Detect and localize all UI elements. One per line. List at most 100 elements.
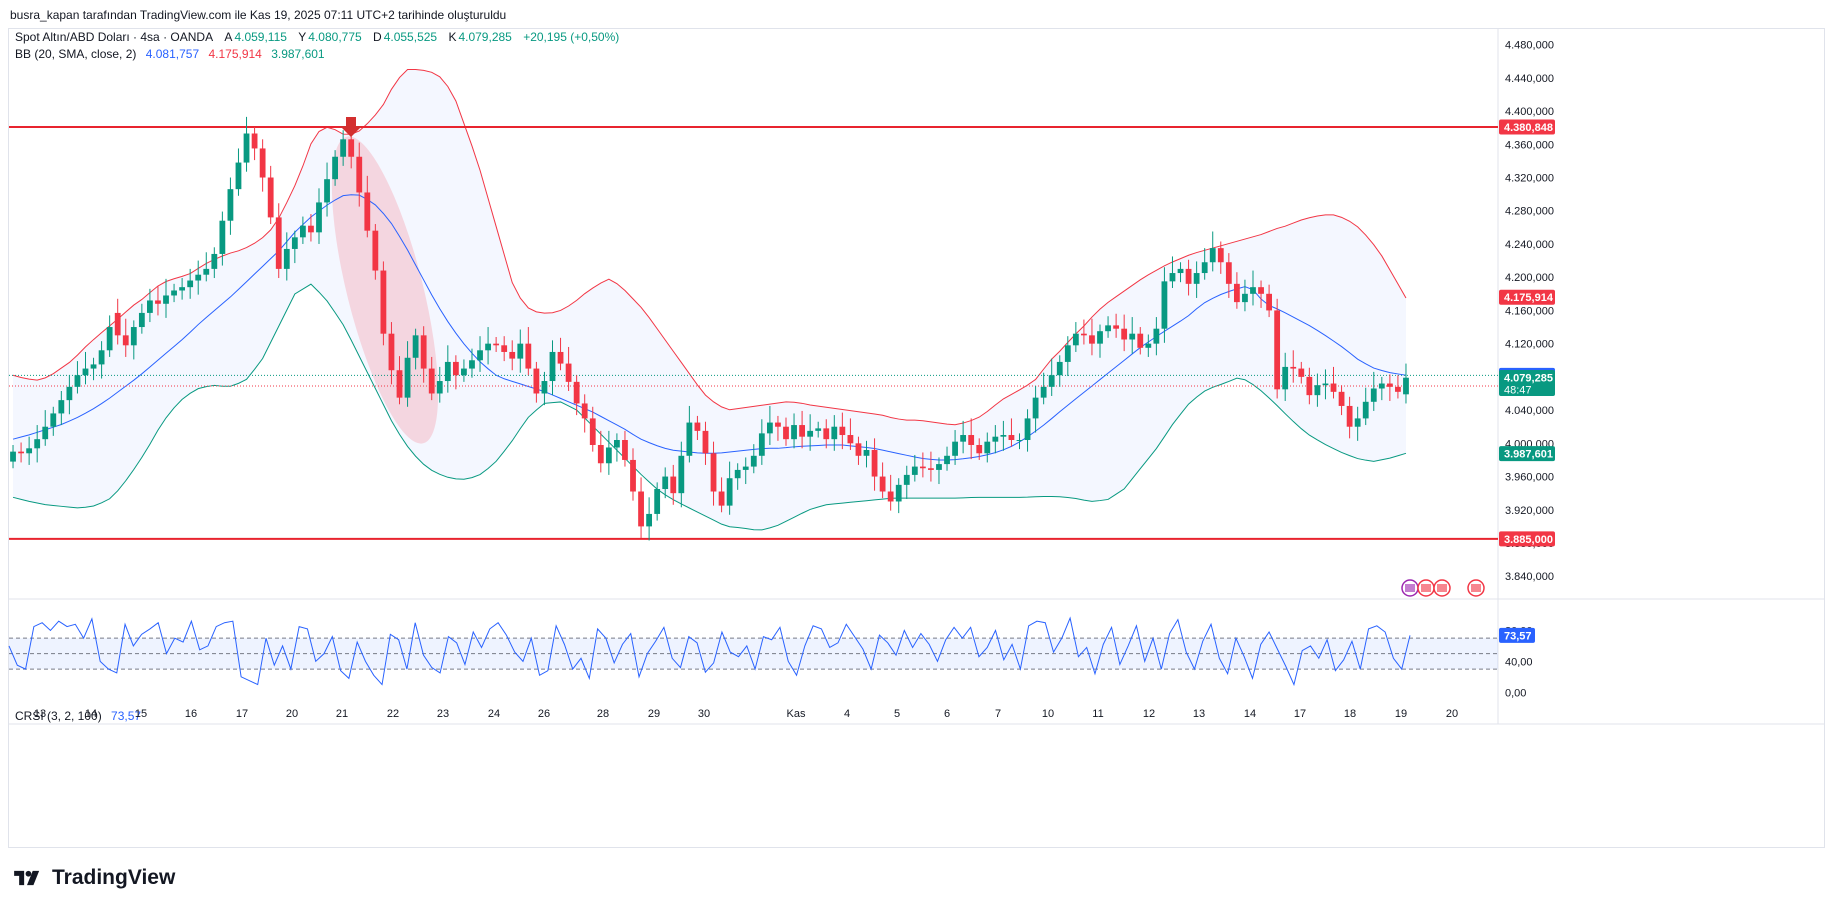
candle-body [308,225,314,233]
time-tick-label: 30 [698,708,710,720]
event-icon-fill [1421,584,1431,592]
candle-body [1282,366,1289,390]
candle-body [1290,366,1297,369]
candle-body [404,357,411,398]
candle-body [855,443,862,456]
price-label-text: 3.987,601 [1504,449,1553,461]
time-tick-label: 17 [1294,708,1306,720]
candle-body [702,430,709,454]
candle-body [807,430,814,437]
candle-body [493,343,500,346]
candle-body [887,491,894,502]
bb-basis-line [12,194,1407,461]
candle-body [155,300,161,304]
price-label-badge [1499,119,1555,135]
candle-body [726,478,733,506]
candle-body [863,449,870,456]
candle-body [477,350,483,361]
candle-body [1266,293,1272,311]
candle-body [734,469,741,479]
candle-body [452,361,459,376]
candle-body [275,217,282,269]
time-tick-label: Kas [787,708,806,720]
candle-body [557,351,564,364]
candle-body [614,440,620,448]
crsi-value-text: 73,57 [1504,630,1532,642]
candle-body [283,248,290,269]
bollinger-band-fill [13,69,1406,530]
candle-body [1113,325,1120,329]
candle-body [928,468,934,470]
candle-body [1306,376,1313,396]
time-tick-label: 14 [85,708,97,720]
candle-body [1233,283,1240,303]
candle-body [775,422,781,427]
candle-body [783,426,789,440]
candle-body [678,455,685,494]
candle-body [1217,248,1224,263]
candle-body [1209,248,1216,263]
candle-body [444,361,451,382]
candle-body [1403,377,1409,395]
price-label-badge [1499,289,1555,305]
candle-body [992,436,999,442]
crsi-tick-label: 40,00 [1505,656,1533,668]
candle-body [525,343,532,369]
candle-body [436,381,443,394]
candle-body [235,162,242,190]
candle-body [82,368,89,376]
candle-body [340,139,347,157]
candle-body [766,422,773,434]
tradingview-brand[interactable]: TradingView [10,866,175,890]
candle-body [1161,281,1168,329]
candle-body [50,413,57,427]
candle-body [1024,418,1031,441]
symbol-name[interactable]: Spot Altın/ABD Doları · 4sa · OANDA [15,30,214,44]
time-tick-label: 20 [1446,708,1458,720]
candle-body [66,386,73,401]
high-label: Y [298,30,307,44]
candle-body [203,268,210,275]
candle-body [831,426,838,440]
time-tick-label: 22 [387,708,399,720]
attribution-text: busra_kapan tarafından TradingView.com i… [10,8,507,22]
low-label: D [373,30,382,44]
candle-body [324,179,330,203]
candle-body [1225,262,1232,284]
candle-body [533,368,540,394]
candle-body [1032,397,1039,419]
candle-body [348,139,355,157]
candle-body [1346,405,1353,427]
bb-lower-line [12,283,1407,531]
countdown-label-text: 48:47 [1504,384,1532,396]
candle-body [847,435,854,444]
candle-body [380,270,387,334]
candle-body [1064,345,1071,362]
bb-legend[interactable]: BB (20, SMA, close, 2) 4.081,757 4.175,9… [15,47,327,61]
candle-body [1081,333,1087,336]
candle-body [1201,262,1208,274]
candle-body [10,451,16,462]
candle-body [18,451,24,454]
candle-body [1072,333,1079,346]
tradingview-logo-icon [14,870,40,886]
event-icon-fill [1471,584,1481,592]
candle-body [1000,435,1007,437]
candle-body [718,491,725,506]
price-tick-label: 4.160,000 [1505,305,1554,317]
price-tick-label: 3.960,000 [1505,472,1554,484]
candle-body [1314,385,1321,396]
candle-body [1089,335,1095,344]
time-tick-label: 20 [286,708,298,720]
crsi-legend[interactable]: CRSI (3, 2, 100) 73,57 [15,709,143,723]
time-tick-label: 13 [1193,708,1205,720]
bb-lower-value: 3.987,601 [271,47,325,61]
candle-body [919,466,926,469]
candle-body [501,345,508,352]
candle-body [1250,287,1256,294]
candle-body [251,133,258,149]
candle-body [936,464,942,470]
time-tick-label: 18 [1344,708,1356,720]
candle-body [541,381,548,394]
